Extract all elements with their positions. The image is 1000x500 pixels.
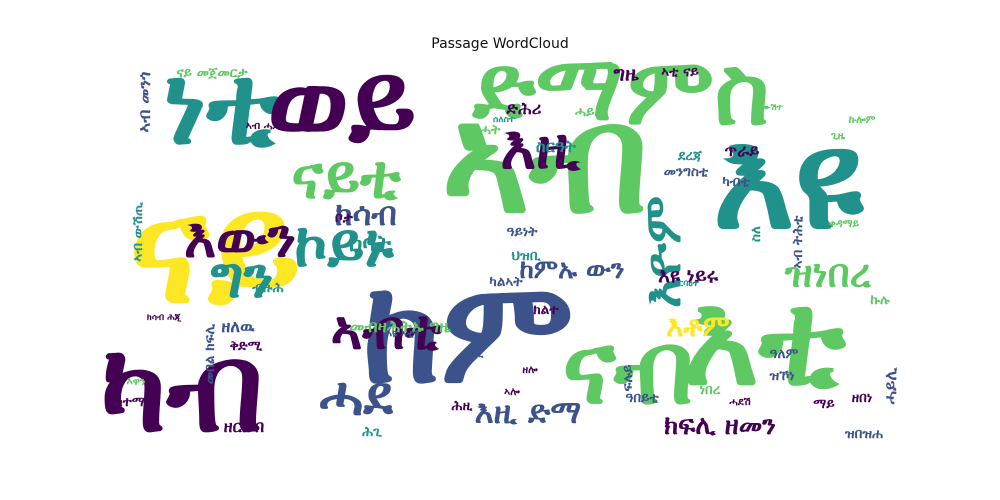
- cloud-word: እዚ: [500, 113, 581, 183]
- cloud-word: መበል ክፍሊ: [202, 323, 218, 384]
- cloud-word: ዘርከብ: [224, 416, 265, 436]
- cloud-word: ብዙሕ: [251, 280, 284, 296]
- cloud-word: ሓደሽ: [729, 396, 751, 408]
- cloud-word: እዩ: [713, 100, 865, 260]
- cloud-word: ኣሎ: [504, 386, 520, 398]
- cloud-word: ክሳብ: [335, 195, 397, 233]
- cloud-word: ፍሉይ: [620, 364, 636, 392]
- cloud-word: ዝበዝሐ: [844, 426, 884, 442]
- cloud-word: ናይቲ: [291, 143, 401, 213]
- cloud-word: ካልኣት: [489, 274, 523, 290]
- cloud-word: ነቲ: [163, 41, 282, 169]
- cloud-word: ብዙሓት: [459, 122, 501, 138]
- cloud-word: እዩ ኣቲ: [386, 328, 415, 340]
- cloud-word: ከተማ: [115, 394, 146, 410]
- cloud-word: ዓይነት: [507, 224, 539, 240]
- cloud-word: ቀዳማይ: [829, 218, 860, 230]
- cloud-word: ሓይሊ: [575, 104, 605, 120]
- cloud-word: ድማ: [472, 35, 624, 141]
- cloud-word: ኣብ ውሽጢ: [130, 201, 146, 262]
- cloud-word: እውን: [184, 207, 296, 270]
- cloud-word: ጊዜ: [830, 130, 846, 142]
- cloud-word: እዚ ድማ: [475, 393, 582, 431]
- cloud-word: ሓይሊ: [880, 367, 900, 405]
- cloud-word: ሰባት: [349, 231, 392, 257]
- cloud-word: ዓቢ: [469, 348, 484, 360]
- cloud-word: ናይ: [129, 163, 301, 337]
- cloud-word: ኮይኑ: [294, 211, 394, 281]
- cloud-word: ካብ: [100, 317, 263, 459]
- cloud-word: ስለ: [748, 226, 764, 242]
- cloud-word: ኣብ: [441, 73, 648, 247]
- cloud-word: ጥራይ: [725, 140, 761, 160]
- cloud-word: ሓደ: [319, 365, 393, 428]
- cloud-word: እዋን: [127, 376, 146, 388]
- cloud-word: ድሕሪ: [506, 98, 542, 118]
- cloud-word: ዓበይቲ: [625, 390, 659, 406]
- cloud-word: እቲ: [683, 266, 847, 415]
- cloud-word: ነበረ: [700, 382, 721, 398]
- cloud-word: መንግስቲ: [664, 164, 709, 180]
- cloud-word: ከም: [362, 249, 573, 415]
- cloud-word: ዘለዉ: [221, 316, 256, 336]
- cloud-word: ዓለም: [770, 346, 799, 362]
- cloud-word: ወይ: [267, 38, 416, 166]
- chart-title: Passage WordCloud: [431, 36, 569, 52]
- cloud-word: ስርዓት: [536, 136, 577, 156]
- cloud-word: ዝኾነ: [768, 368, 795, 384]
- cloud-word: ኣብቲ: [331, 299, 442, 362]
- cloud-word: ክፍሊ ዘመን: [664, 411, 776, 441]
- cloud-word: ኣብ ትሕቲ: [790, 215, 806, 269]
- cloud-word: ማይ: [813, 396, 835, 412]
- cloud-word: ዘበነ: [852, 390, 873, 406]
- cloud-word: ናይ መጀመርታ: [176, 65, 248, 81]
- cloud-word: ኩሉ: [870, 292, 891, 308]
- cloud-word: ሕጊ: [362, 424, 383, 440]
- cloud-word: ግዜ: [614, 63, 639, 86]
- cloud-word: ክሳብ ሕጂ: [147, 312, 182, 323]
- cloud-word: ኣርባዕተ: [673, 279, 700, 289]
- cloud-word: መብዛሕትኡ ግዜ: [349, 316, 451, 336]
- cloud-word: ሓሙሽተ: [753, 102, 783, 113]
- cloud-word: ደረጃ: [677, 148, 703, 164]
- cloud-word: እዩ ነይሩ: [658, 265, 719, 288]
- cloud-word: ክልተ: [533, 302, 559, 318]
- cloud-word: ሕዚ: [452, 398, 474, 414]
- cloud-word: ግን: [211, 245, 274, 311]
- cloud-word: ኣብ መንጎ: [134, 72, 154, 133]
- cloud-word: ዘሎ: [522, 364, 538, 376]
- cloud-word: ናብ: [562, 310, 693, 427]
- cloud-word: ኣብ ሓደ: [246, 120, 280, 132]
- cloud-word: ካብቲ: [722, 174, 750, 190]
- cloud-word: ቦታ: [335, 210, 354, 226]
- cloud-word: እቶም: [666, 309, 730, 343]
- cloud-word: እዮም: [633, 196, 692, 308]
- cloud-word: ከምኡ ውን: [519, 255, 624, 285]
- cloud-word: ቅድሚ: [230, 338, 263, 354]
- cloud-word: ኣቲ ናይ: [661, 64, 699, 80]
- cloud-word: ዝነበረ: [784, 252, 872, 297]
- cloud-word: ህዝቢ: [511, 248, 541, 264]
- cloud-word: ሰለስተ: [493, 115, 516, 125]
- cloud-word: ኩሎም: [849, 114, 877, 126]
- cloud-word: ምስ: [626, 38, 769, 147]
